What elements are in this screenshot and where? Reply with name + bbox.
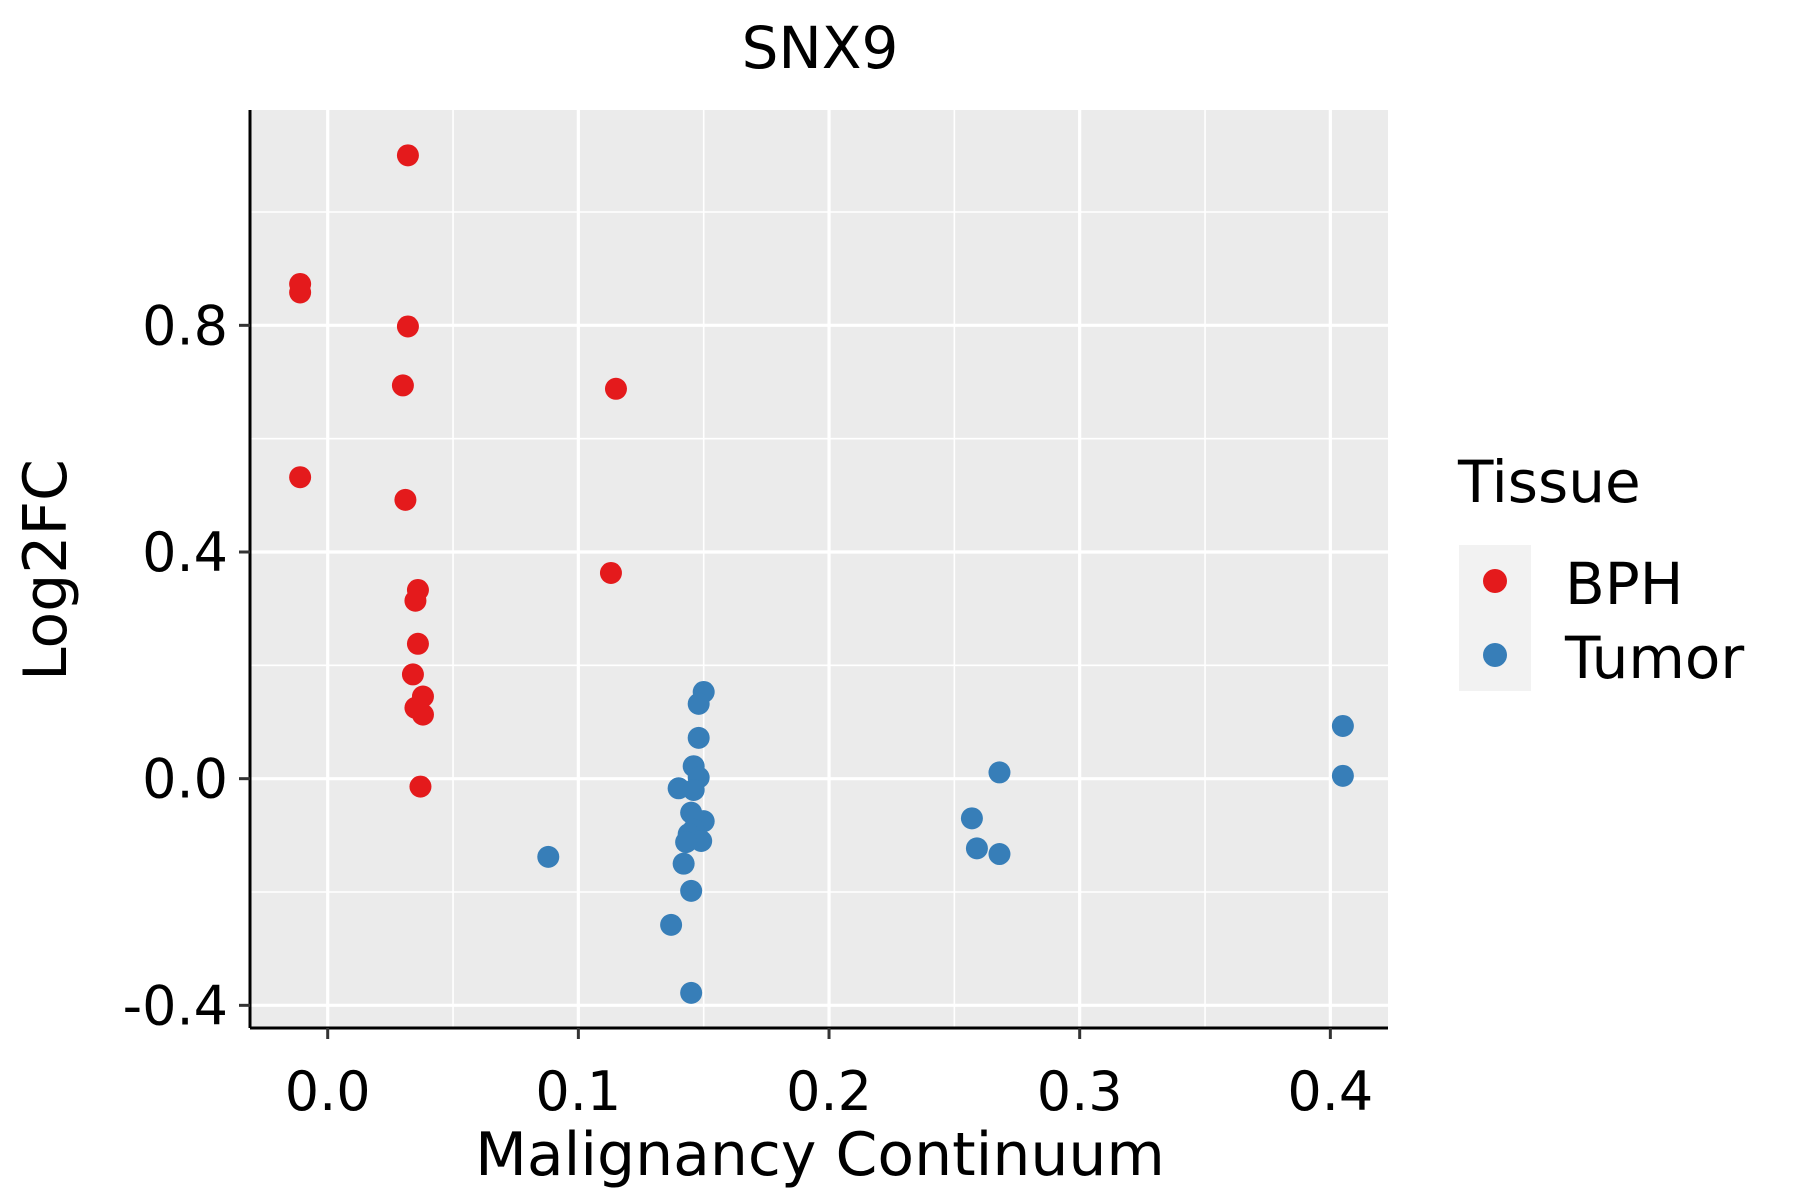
point-tumor [1331,714,1354,737]
point-bph [396,144,419,167]
y-tick-label: 0.0 [142,748,228,811]
point-tumor [675,831,698,854]
point-bph [289,281,312,304]
point-tumor [687,726,710,749]
point-bph [406,632,429,655]
minor-gridlines [250,110,1388,1028]
legend-label-tumor: Tumor [1564,624,1744,692]
point-tumor [988,761,1011,784]
point-tumor [687,692,710,715]
plot-panel [250,110,1388,1028]
point-tumor [680,879,703,902]
point-tumor [1331,764,1354,787]
x-tick-label: 0.4 [1287,1060,1373,1123]
x-tick-label: 0.0 [285,1060,371,1123]
point-bph [599,561,622,584]
point-tumor [965,837,988,860]
data-points [289,144,1354,1004]
x-tick-label: 0.1 [535,1060,621,1123]
major-gridlines [250,110,1388,1028]
point-tumor [988,843,1011,866]
point-bph [391,374,414,397]
point-bph [404,589,427,612]
legend: Tissue BPH Tumor [1457,448,1744,692]
y-axis-ticks: -0.4 0.0 0.4 0.8 [123,294,250,1037]
point-tumor [680,981,703,1004]
legend-key-tumor [1483,643,1507,667]
y-axis-title: Log2FC [11,459,81,681]
y-tick-label: 0.8 [142,294,228,357]
point-bph [289,466,312,489]
point-bph [604,377,627,400]
point-bph [411,703,434,726]
point-tumor [682,779,705,801]
x-tick-label: 0.2 [786,1060,872,1123]
point-tumor [660,913,683,936]
point-tumor [537,845,560,868]
y-tick-label: 0.4 [142,521,228,584]
point-bph [401,663,424,686]
legend-key-bg [1459,545,1531,691]
legend-label-bph: BPH [1565,550,1683,618]
point-bph [394,488,417,511]
legend-key-bph [1483,569,1507,593]
chart-title: SNX9 [742,14,899,82]
x-tick-label: 0.3 [1037,1060,1123,1123]
y-tick-label: -0.4 [123,974,228,1037]
point-bph [396,315,419,338]
legend-title: Tissue [1457,448,1641,516]
point-bph [409,775,432,798]
point-tumor [672,852,695,875]
point-tumor [960,807,983,830]
x-axis-ticks: 0.0 0.1 0.2 0.3 0.4 [285,1028,1373,1123]
x-axis-title: Malignancy Continuum [475,1120,1165,1190]
